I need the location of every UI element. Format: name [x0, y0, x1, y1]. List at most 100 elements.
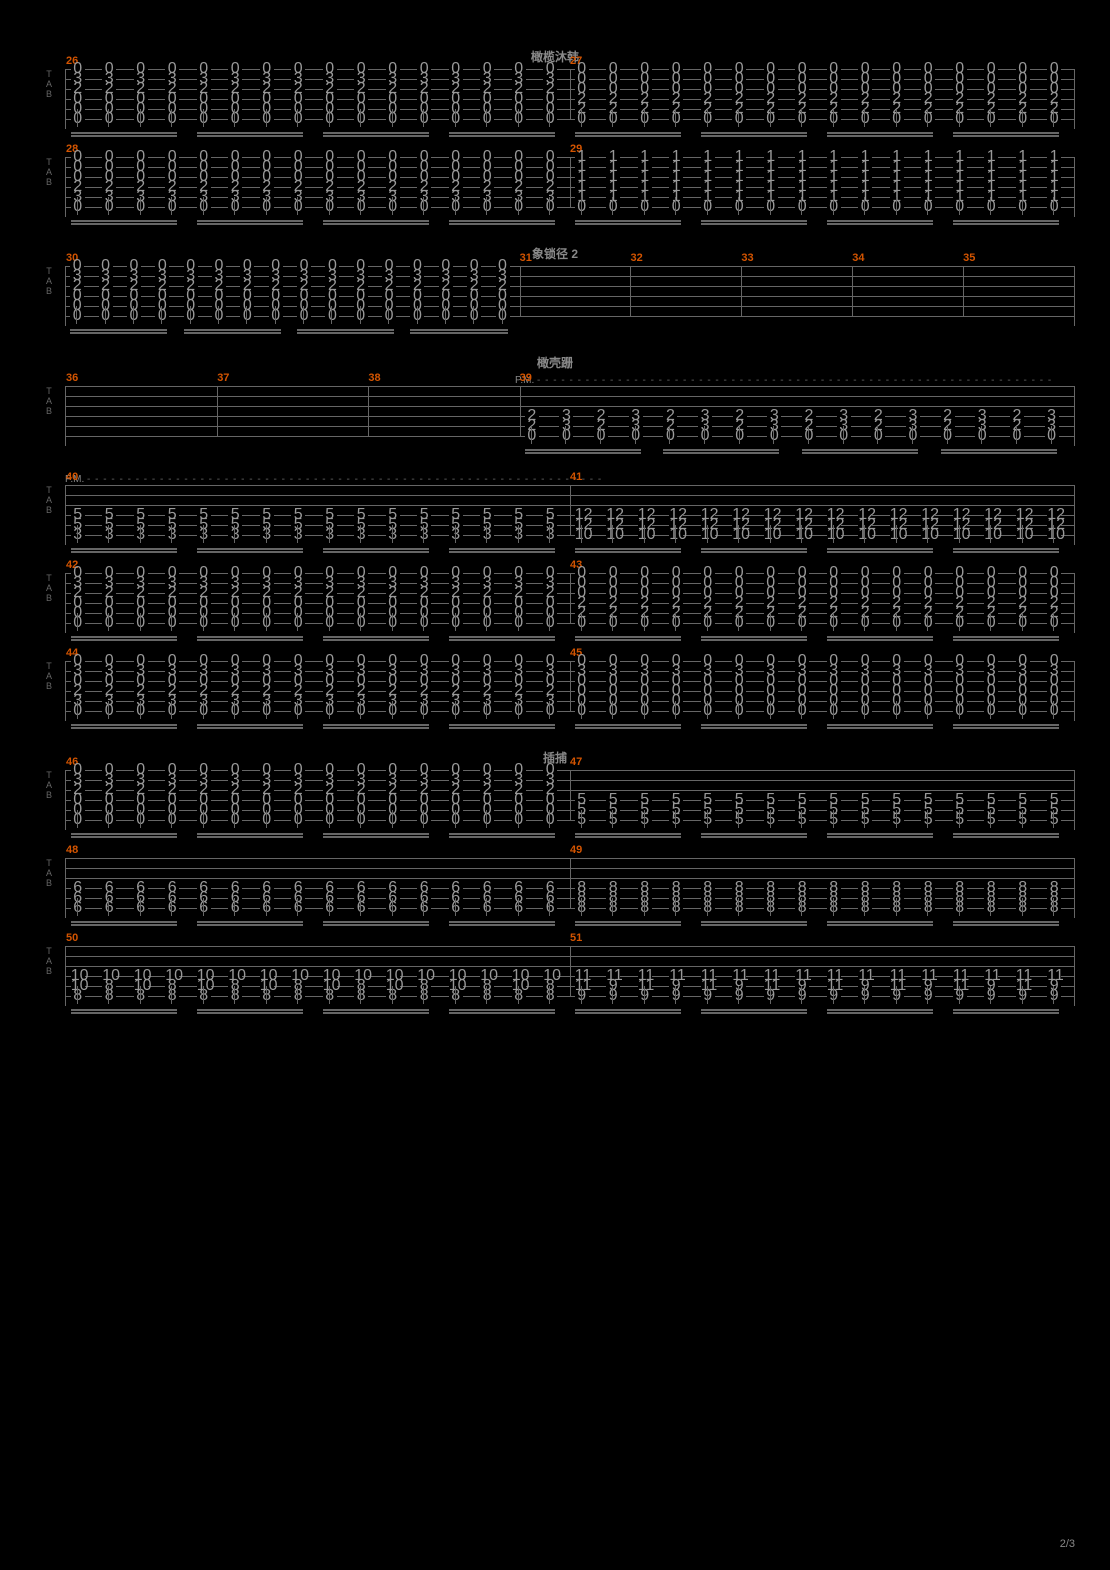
tab-clef: TAB: [35, 266, 63, 296]
tab-letter: A: [35, 495, 63, 505]
tab-letter: T: [35, 661, 63, 671]
tab-staff: 3003200003200003200003200003200003200003…: [65, 266, 1075, 326]
tab-letter: B: [35, 177, 63, 187]
barline: [368, 386, 369, 436]
beam-group: [66, 322, 1074, 336]
tab-clef: TAB: [35, 157, 63, 187]
tab-letter: B: [35, 406, 63, 416]
tab-staff: 2800023000023000023000023000023000023000…: [65, 157, 1075, 217]
tab-staff: 4203200003200003200003200003200003200003…: [65, 573, 1075, 633]
tab-letter: T: [35, 69, 63, 79]
tab-system: TAB4203200003200003200003200003200003200…: [35, 573, 1075, 633]
tab-clef: TAB: [35, 770, 63, 800]
bar-number: 32: [630, 252, 642, 264]
tab-letter: A: [35, 868, 63, 878]
bar-number: 47: [570, 756, 582, 768]
barline: [217, 386, 218, 436]
tab-system: TAB4403023003023003023003023003023003023…: [35, 661, 1075, 721]
bar-number: 48: [66, 844, 78, 856]
tab-letter: B: [35, 286, 63, 296]
tab-clef: TAB: [35, 386, 63, 416]
bar-number: 37: [217, 372, 229, 384]
beam-group: [66, 914, 1074, 928]
tab-letter: A: [35, 780, 63, 790]
beam-group: [66, 541, 1074, 555]
tab-letter: B: [35, 89, 63, 99]
tab-letter: B: [35, 790, 63, 800]
tab-letter: B: [35, 878, 63, 888]
tab-clef: TAB: [35, 69, 63, 99]
tab-letter: A: [35, 276, 63, 286]
beam-group: [66, 125, 1074, 139]
tab-letter: A: [35, 956, 63, 966]
barline: [570, 661, 571, 711]
tab-staff: 3637383922033022033022033022033022033022…: [65, 386, 1075, 446]
tab-system: TAB2800023000023000023000023000023000023…: [35, 157, 1075, 217]
bar-number: 33: [741, 252, 753, 264]
tab-clef: TAB: [35, 661, 63, 691]
barline: [570, 770, 571, 820]
barline: [570, 157, 571, 207]
tab-letter: T: [35, 946, 63, 956]
tab-staff: 4055355355355355355355355355355355355355…: [65, 485, 1075, 545]
bar-number: 40: [66, 471, 78, 483]
barline: [741, 266, 742, 316]
beam-group: [66, 826, 1074, 840]
pm-marking: P.M. - - - - - - - - - - - - - - - - - -…: [515, 375, 1075, 386]
tab-letter: T: [35, 485, 63, 495]
barline: [963, 266, 964, 316]
tab-letter: A: [35, 671, 63, 681]
beam-group: [66, 629, 1074, 643]
bar-number: 50: [66, 932, 78, 944]
tab-system: TAB3637383922033022033022033022033022033…: [35, 386, 1075, 446]
tab-letter: T: [35, 266, 63, 276]
tab-system: TAB5010108108810108108810108108810108108…: [35, 946, 1075, 1006]
tab-system: TAB4866666666666666666666666666666666666…: [35, 858, 1075, 918]
tab-letter: B: [35, 681, 63, 691]
beam-group: [66, 1002, 1074, 1016]
tab-system: TAB3003200003200003200003200003200003200…: [35, 266, 1075, 326]
page-number: 2/3: [1060, 1538, 1075, 1550]
tab-letter: A: [35, 396, 63, 406]
barline: [520, 386, 521, 436]
beam-group: [66, 717, 1074, 731]
tab-clef: TAB: [35, 946, 63, 976]
bar-number: 51: [570, 932, 582, 944]
beam-group: [66, 213, 1074, 227]
barline: [570, 69, 571, 119]
bar-number: 35: [963, 252, 975, 264]
tab-letter: A: [35, 79, 63, 89]
tab-clef: TAB: [35, 485, 63, 515]
tab-clef: TAB: [35, 573, 63, 603]
tab-system: TAB2603200003200003200003200003200003200…: [35, 69, 1075, 129]
tab-letter: T: [35, 770, 63, 780]
barline: [570, 573, 571, 623]
bar-number: 38: [368, 372, 380, 384]
tab-system: TAB4055355355355355355355355355355355355…: [35, 485, 1075, 545]
tab-letter: A: [35, 167, 63, 177]
tab-page: 橄榄沐韩TAB260320000320000320000320000320000…: [0, 0, 1110, 1570]
bar-number: 41: [570, 471, 582, 483]
beam-group: [66, 442, 1074, 456]
tab-staff: 5010108108810108108810108108810108108810…: [65, 946, 1075, 1006]
barline: [630, 266, 631, 316]
tab-clef: TAB: [35, 858, 63, 888]
tab-staff: 4403023003023003023003023003023003023003…: [65, 661, 1075, 721]
tab-letter: T: [35, 157, 63, 167]
section-label: 插捕: [35, 749, 1075, 766]
tab-system: TAB4603200003200003200003200003200003200…: [35, 770, 1075, 830]
section-label: 橄壳跚: [35, 354, 1075, 371]
tab-staff: 4603200003200003200003200003200003200003…: [65, 770, 1075, 830]
bar-number: 31: [520, 252, 532, 264]
bar-number: 36: [66, 372, 78, 384]
systems-container: 橄榄沐韩TAB260320000320000320000320000320000…: [35, 48, 1075, 1006]
tab-letter: B: [35, 593, 63, 603]
bar-number: 49: [570, 844, 582, 856]
tab-letter: T: [35, 858, 63, 868]
barline: [570, 858, 571, 908]
tab-staff: 2603200003200003200003200003200003200003…: [65, 69, 1075, 129]
barline: [852, 266, 853, 316]
bar-number: 39: [520, 372, 532, 384]
tab-letter: T: [35, 386, 63, 396]
bar-number: 34: [852, 252, 864, 264]
